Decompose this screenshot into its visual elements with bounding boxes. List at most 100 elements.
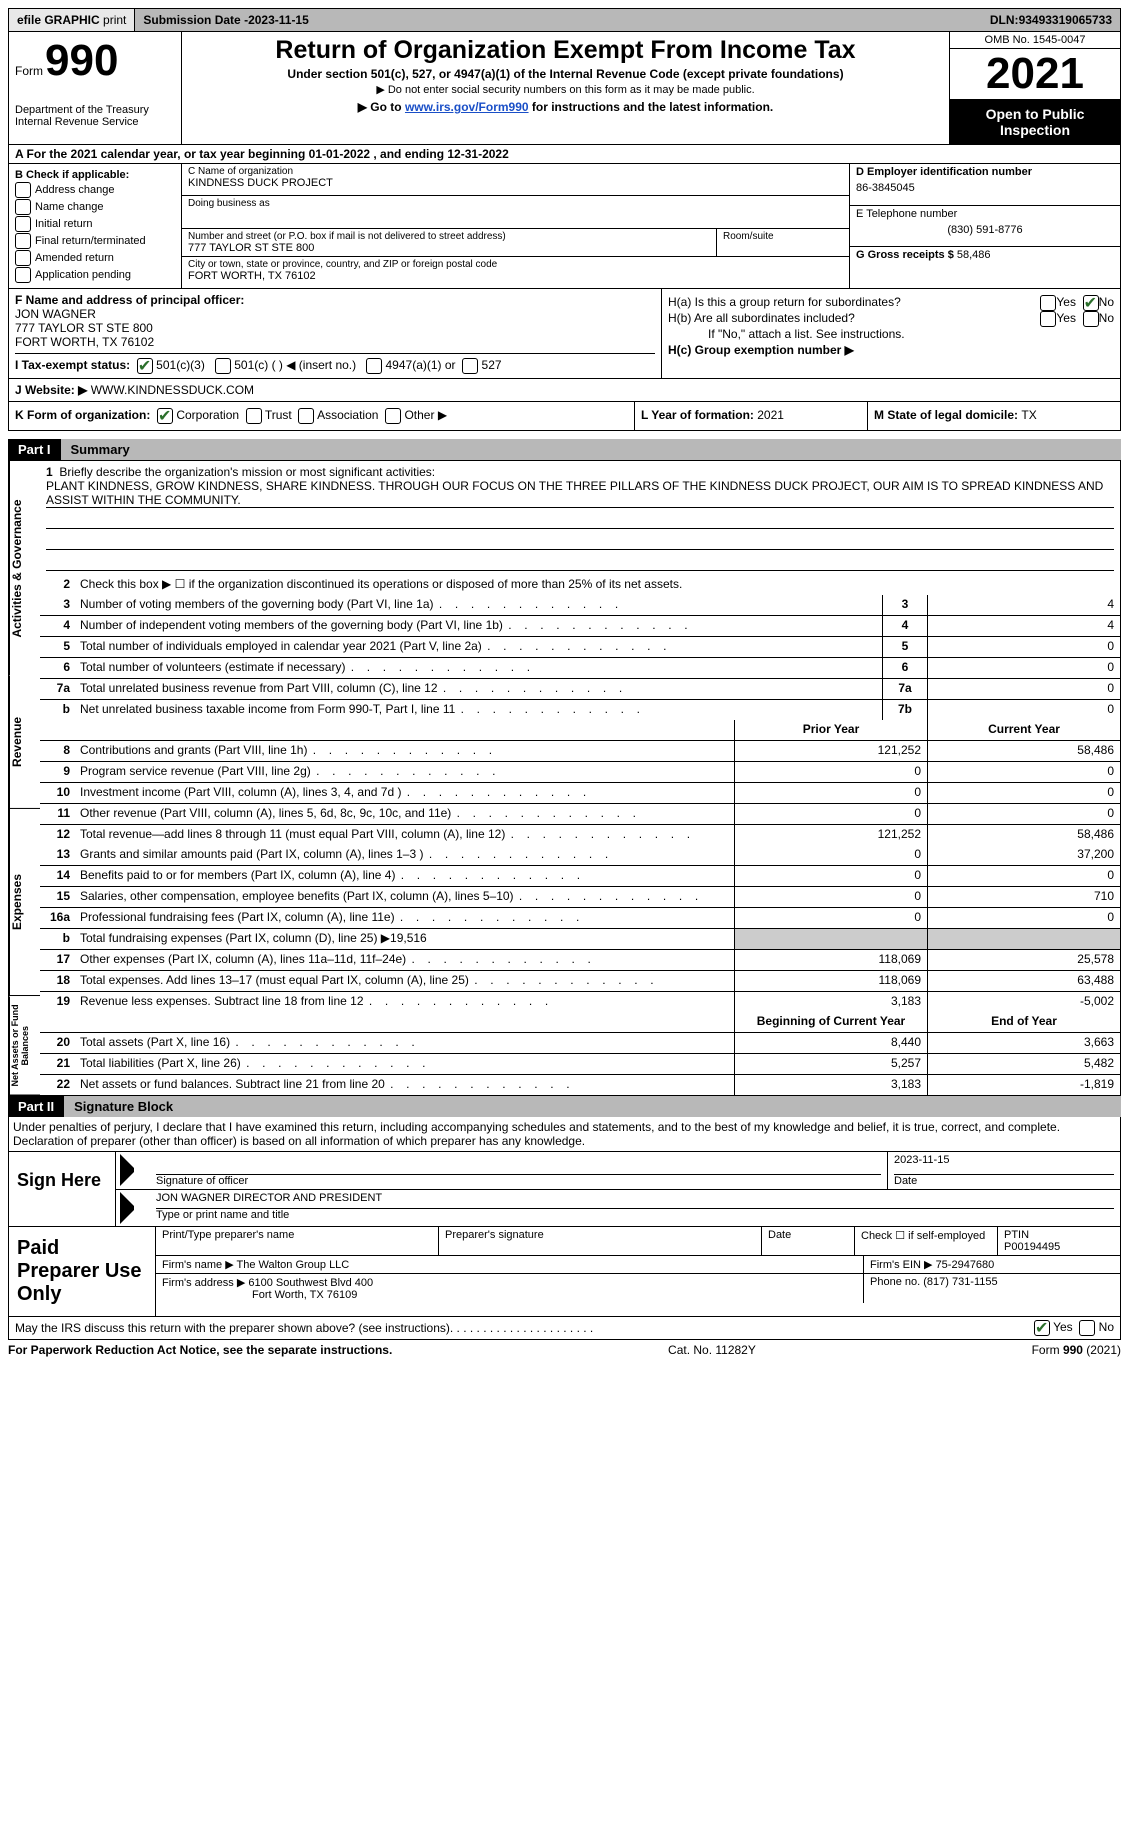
mission-block: 1 Briefly describe the organization's mi… [40, 461, 1120, 571]
irs-link[interactable]: www.irs.gov/Form990 [405, 100, 529, 114]
city-cell: City or town, state or province, country… [182, 257, 849, 288]
checkbox-name-change[interactable] [15, 199, 31, 215]
tax-year: 2021 [950, 49, 1120, 100]
prep-date-lbl: Date [762, 1227, 855, 1255]
submission-date: Submission Date - 2023-11-15 [135, 9, 316, 31]
paid-preparer-block: Paid Preparer Use Only Print/Type prepar… [8, 1227, 1121, 1317]
discuss-row: May the IRS discuss this return with the… [8, 1317, 1121, 1340]
summary-row: 10 Investment income (Part VIII, column … [40, 783, 1120, 804]
summary-row: 18 Total expenses. Add lines 13–17 (must… [40, 971, 1120, 992]
hb-no[interactable] [1083, 311, 1099, 327]
firm-address: Firm's address ▶ 6100 Southwest Blvd 400… [156, 1274, 864, 1303]
summary-row: 15 Salaries, other compensation, employe… [40, 887, 1120, 908]
summary-row: 13 Grants and similar amounts paid (Part… [40, 845, 1120, 866]
summary-row: 6 Total number of volunteers (estimate i… [40, 658, 1120, 679]
ein-cell: D Employer identification number 86-3845… [850, 164, 1120, 206]
part1-header: Part I Summary [8, 439, 1121, 460]
summary-row: 20 Total assets (Part X, line 16) 8,440 … [40, 1033, 1120, 1054]
firm-name: Firm's name ▶ The Walton Group LLC [156, 1256, 864, 1273]
prep-name-lbl: Print/Type preparer's name [156, 1227, 439, 1255]
form-label: Form [15, 64, 43, 78]
discuss-no[interactable] [1079, 1320, 1095, 1336]
arrow-icon [120, 1192, 146, 1224]
part1-body: Activities & Governance Revenue Expenses… [8, 460, 1121, 1096]
part2-header: Part II Signature Block [8, 1096, 1121, 1117]
summary-row: 3 Number of voting members of the govern… [40, 595, 1120, 616]
principal-officer: F Name and address of principal officer:… [9, 289, 662, 378]
column-headers-rev: Prior Year Current Year [40, 720, 1120, 741]
checkbox-501c3[interactable] [137, 358, 153, 374]
year-formation: L Year of formation: 2021 [635, 402, 868, 430]
room-cell: Room/suite [717, 229, 849, 256]
self-employed: Check ☐ if self-employed [855, 1227, 998, 1255]
summary-row: 22 Net assets or fund balances. Subtract… [40, 1075, 1120, 1095]
form-number: 990 [45, 36, 118, 86]
dept-label: Department of the Treasury [15, 104, 175, 116]
efile-button[interactable]: efile GRAPHIC print [9, 9, 135, 31]
side-activities: Activities & Governance [9, 461, 40, 676]
k-trust[interactable] [246, 408, 262, 424]
form-note-ssn: ▶ Do not enter social security numbers o… [190, 83, 941, 96]
summary-row: 17 Other expenses (Part IX, column (A), … [40, 950, 1120, 971]
org-name-cell: C Name of organization KINDNESS DUCK PRO… [182, 164, 849, 196]
form-title-block: Return of Organization Exempt From Incom… [182, 32, 949, 144]
footer: For Paperwork Reduction Act Notice, see … [8, 1340, 1121, 1360]
irs-label: Internal Revenue Service [15, 116, 175, 128]
firm-phone: Phone no. (817) 731-1155 [864, 1274, 1120, 1303]
sig-date-label: Date [894, 1174, 1114, 1187]
form-of-org: K Form of organization: Corporation Trus… [9, 402, 635, 430]
checkbox-final-return[interactable] [15, 233, 31, 249]
side-revenue: Revenue [9, 676, 40, 809]
ptin: PTINP00194495 [998, 1227, 1120, 1255]
side-expenses: Expenses [9, 808, 40, 996]
tel-cell: E Telephone number (830) 591-8776 [850, 206, 1120, 248]
side-net-assets: Net Assets or Fund Balances [9, 997, 40, 1096]
year-box: OMB No. 1545-0047 2021 Open to Public In… [949, 32, 1120, 144]
prep-sig-lbl: Preparer's signature [439, 1227, 762, 1255]
summary-row: 14 Benefits paid to or for members (Part… [40, 866, 1120, 887]
paid-prep-label: Paid Preparer Use Only [9, 1227, 156, 1316]
summary-row: 5 Total number of individuals employed i… [40, 637, 1120, 658]
checkbox-initial-return[interactable] [15, 216, 31, 232]
print-link[interactable]: print [103, 13, 126, 27]
klm-row: K Form of organization: Corporation Trus… [8, 402, 1121, 431]
dln: DLN: 93493319065733 [982, 9, 1120, 31]
identity-block: B Check if applicable: Address change Na… [8, 164, 1121, 289]
street-cell: Number and street (or P.O. box if mail i… [182, 229, 717, 256]
checkbox-amended[interactable] [15, 250, 31, 266]
summary-row: 16a Professional fundraising fees (Part … [40, 908, 1120, 929]
gross-cell: G Gross receipts $ 58,486 [850, 247, 1120, 288]
k-other[interactable] [385, 408, 401, 424]
checkbox-app-pending[interactable] [15, 267, 31, 283]
discuss-yes[interactable] [1034, 1320, 1050, 1336]
k-corp[interactable] [157, 408, 173, 424]
summary-row: 4 Number of independent voting members o… [40, 616, 1120, 637]
form-id-box: Form 990 Department of the Treasury Inte… [9, 32, 182, 144]
website-row: J Website: ▶ WWW.KINDNESSDUCK.COM [8, 379, 1121, 402]
officer-group-row: F Name and address of principal officer:… [8, 289, 1121, 379]
group-return-block: H(a) Is this a group return for subordin… [662, 289, 1120, 378]
checkbox-527[interactable] [462, 358, 478, 374]
summary-row: 12 Total revenue—add lines 8 through 11 … [40, 825, 1120, 845]
penalty-statement: Under penalties of perjury, I declare th… [8, 1117, 1121, 1152]
checkbox-address-change[interactable] [15, 182, 31, 198]
summary-row: b Net unrelated business taxable income … [40, 700, 1120, 720]
form-title: Return of Organization Exempt From Incom… [190, 36, 941, 65]
checkbox-4947[interactable] [366, 358, 382, 374]
form-instructions-link: ▶ Go to www.irs.gov/Form990 for instruct… [190, 100, 941, 114]
mission-text: PLANT KINDNESS, GROW KINDNESS, SHARE KIN… [46, 479, 1114, 508]
form-header: Form 990 Department of the Treasury Inte… [8, 32, 1121, 145]
sig-officer-label: Signature of officer [156, 1174, 881, 1187]
hb-yes[interactable] [1040, 311, 1056, 327]
checkbox-501c[interactable] [215, 358, 231, 374]
ha-no[interactable] [1083, 295, 1099, 311]
summary-row: 21 Total liabilities (Part X, line 26) 5… [40, 1054, 1120, 1075]
form-subtitle: Under section 501(c), 527, or 4947(a)(1)… [190, 67, 941, 81]
omb-number: OMB No. 1545-0047 [950, 32, 1120, 49]
type-name-label: Type or print name and title [156, 1208, 1114, 1221]
arrow-icon [120, 1154, 146, 1186]
summary-row: 7a Total unrelated business revenue from… [40, 679, 1120, 700]
state-domicile: M State of legal domicile: TX [868, 402, 1120, 430]
k-assoc[interactable] [298, 408, 314, 424]
ha-yes[interactable] [1040, 295, 1056, 311]
